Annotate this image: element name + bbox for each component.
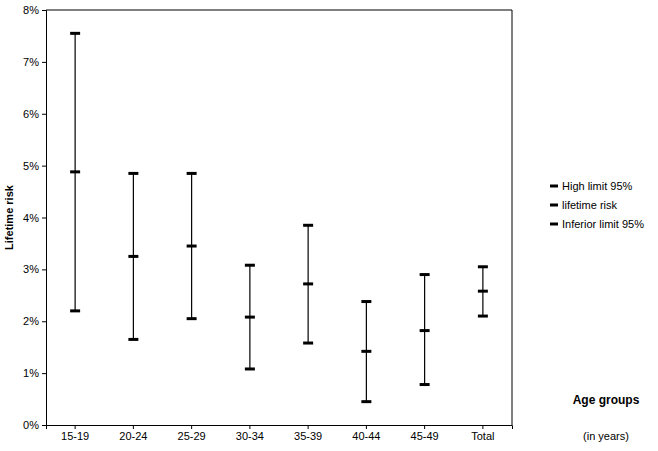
value-marker [478, 265, 488, 268]
value-marker [361, 300, 371, 303]
y-axis-title: Lifetime risk [3, 184, 15, 250]
y-tick-mark [42, 269, 46, 270]
x-tick: 25-29 [178, 425, 206, 442]
value-marker [128, 255, 138, 258]
frame [512, 10, 513, 425]
frame [46, 10, 512, 11]
y-tick: 7% [23, 56, 46, 68]
y-tick: 3% [23, 263, 46, 275]
x-tick: 45-49 [411, 425, 439, 442]
legend-item: High limit 95% [550, 180, 633, 192]
value-marker [245, 264, 255, 267]
x-tick-mark [249, 425, 250, 429]
x-tick-mark [191, 425, 192, 429]
y-tick: 2% [23, 315, 46, 327]
y-tick-mark [42, 10, 46, 11]
value-marker [128, 338, 138, 341]
x-tick-label: 15-19 [61, 430, 89, 442]
value-marker [187, 172, 197, 175]
legend-marker [550, 223, 558, 226]
x-axis-title: Age groups [573, 393, 640, 407]
x-axis: 15-19 20-24 25-29 30-34 35-39 40-44 45-49 Total [47, 425, 513, 442]
legend-item: lifetime risk [550, 199, 618, 211]
y-tick: 5% [23, 160, 46, 172]
y-tick-label: 5% [23, 160, 39, 172]
legend-label: Inferior limit 95% [562, 218, 644, 230]
x-tick: 15-19 [61, 425, 89, 442]
value-marker [187, 245, 197, 248]
x-tick: Total [471, 425, 494, 442]
x-tick-mark [366, 425, 367, 429]
y-tick-mark [42, 425, 46, 426]
legend: High limit 95% lifetime risk Inferior limi… [550, 180, 644, 230]
x-tick: 20-24 [119, 425, 147, 442]
y-tick-mark [42, 166, 46, 167]
y-tick-label: 4% [23, 212, 39, 224]
x-tick-mark [424, 425, 425, 429]
value-marker [303, 342, 313, 345]
value-marker [70, 309, 80, 312]
y-tick-mark [42, 373, 46, 374]
x-tick-label: Total [471, 430, 494, 442]
x-axis-line [47, 426, 513, 430]
y-tick-mark [42, 114, 46, 115]
legend-label: High limit 95% [562, 180, 633, 192]
chart: 0% 1% 2% 3% 4% 5% 6% 7% 8% 15-19 20-24 25-29 30-34 35… [0, 0, 658, 451]
value-marker [70, 32, 80, 35]
x-tick-label: 25-29 [178, 430, 206, 442]
y-tick-label: 7% [23, 56, 39, 68]
value-marker [361, 400, 371, 403]
value-marker [128, 172, 138, 175]
x-tick-mark [133, 425, 134, 429]
value-marker [420, 383, 430, 386]
marks [70, 33, 488, 401]
y-tick: 1% [23, 367, 46, 379]
legend-item: Inferior limit 95% [550, 218, 644, 230]
value-marker [478, 315, 488, 318]
y-tick-label: 0% [23, 419, 39, 431]
y-tick-label: 1% [23, 367, 39, 379]
value-marker [303, 282, 313, 285]
value-marker [361, 350, 371, 353]
y-tick-mark [42, 218, 46, 219]
x-tick-mark [75, 425, 76, 429]
y-axis-line [42, 11, 47, 426]
x-tick-mark [308, 425, 309, 429]
y-tick-mark [42, 62, 46, 63]
legend-label: lifetime risk [562, 199, 618, 211]
legend-marker [550, 185, 558, 188]
value-marker [245, 367, 255, 370]
x-axis-title: (in years) [583, 430, 629, 442]
x-tick-mark [482, 425, 483, 429]
y-tick-label: 6% [23, 108, 39, 120]
y-tick-mark [42, 321, 46, 322]
x-tick: 40-44 [352, 425, 380, 442]
value-marker [420, 273, 430, 276]
y-tick-label: 2% [23, 315, 39, 327]
value-marker [478, 290, 488, 293]
x-tick: 35-39 [294, 425, 322, 442]
x-tick-label: 35-39 [294, 430, 322, 442]
y-tick-label: 8% [23, 4, 39, 16]
y-tick: 4% [23, 212, 46, 224]
y-tick-label: 3% [23, 263, 39, 275]
x-tick-label: 45-49 [411, 430, 439, 442]
value-marker [70, 170, 80, 173]
y-tick: 6% [23, 108, 46, 120]
value-marker [420, 329, 430, 332]
x-tick-label: 20-24 [119, 430, 147, 442]
legend-marker [550, 204, 558, 207]
x-tick-label: 40-44 [352, 430, 380, 442]
value-marker [303, 224, 313, 227]
x-tick-label: 30-34 [236, 430, 264, 442]
value-marker [187, 317, 197, 320]
value-marker [245, 316, 255, 319]
y-tick: 0% [23, 419, 46, 431]
y-tick: 8% [23, 4, 46, 16]
x-tick: 30-34 [236, 425, 264, 442]
y-axis: 0% 1% 2% 3% 4% 5% 6% 7% 8% [23, 4, 46, 431]
